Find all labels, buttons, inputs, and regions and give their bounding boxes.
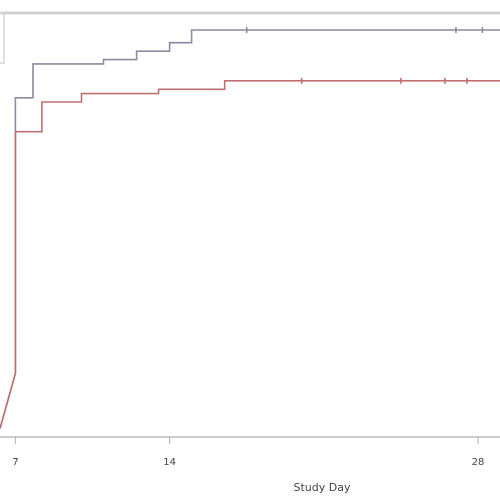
series-2-line (0, 80, 500, 429)
x-tick-label: 14 (163, 457, 176, 468)
x-tick-label: 28 (472, 457, 485, 468)
x-tick-layer: 7 14 28 (12, 437, 484, 468)
x-tick-label: 7 (12, 457, 18, 468)
series-layer (0, 26, 500, 429)
x-axis-title: Study Day (294, 481, 351, 494)
legend-box (0, 12, 5, 64)
series-1-line (0, 29, 500, 429)
